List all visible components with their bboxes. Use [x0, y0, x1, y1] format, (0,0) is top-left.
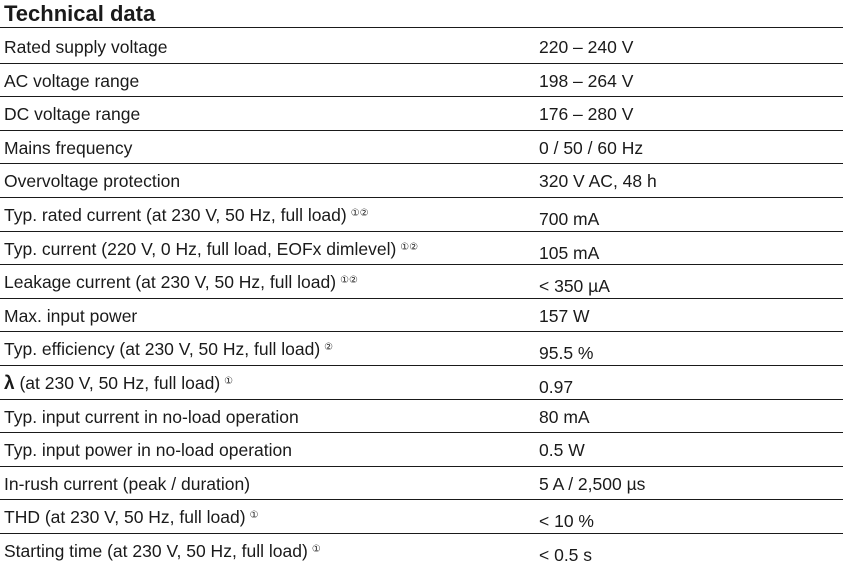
row-label: Starting time (at 230 V, 50 Hz, full loa… [4, 540, 321, 562]
table-row: Typ. input current in no-load operation … [0, 400, 843, 434]
row-label: Typ. efficiency (at 230 V, 50 Hz, full l… [4, 338, 333, 360]
row-label: THD (at 230 V, 50 Hz, full load) ① [4, 506, 259, 528]
row-value: 5 A / 2,500 µs [539, 473, 646, 494]
row-value: 80 mA [539, 406, 590, 427]
table-row: THD (at 230 V, 50 Hz, full load) ① < 10 % [0, 500, 843, 534]
row-value: 157 W [539, 305, 590, 326]
row-label: Typ. input current in no-load operation [4, 406, 299, 428]
table-row: Max. input power 157 W [0, 299, 843, 333]
row-label: Rated supply voltage [4, 36, 167, 58]
row-value: 0.5 W [539, 440, 585, 461]
lambda-symbol: λ [4, 372, 15, 394]
row-label-text: Starting time (at 230 V, 50 Hz, full loa… [4, 540, 308, 561]
row-label-text: THD (at 230 V, 50 Hz, full load) [4, 507, 246, 528]
footnote-marker: ② [324, 342, 334, 354]
row-label-text: Leakage current (at 230 V, 50 Hz, full l… [4, 272, 337, 293]
section-title: Technical data [4, 1, 156, 26]
table-row: Typ. input power in no-load operation 0.… [0, 433, 843, 467]
table-row: In-rush current (peak / duration) 5 A / … [0, 467, 843, 501]
row-value: 320 V AC, 48 h [539, 171, 657, 192]
row-label-text: Typ. efficiency (at 230 V, 50 Hz, full l… [4, 339, 321, 360]
row-label: AC voltage range [4, 70, 139, 92]
table-row: Typ. rated current (at 230 V, 50 Hz, ful… [0, 198, 843, 232]
row-label-text: In-rush current (peak / duration) [4, 473, 251, 494]
footnote-marker: ① [249, 510, 259, 522]
footnote-marker: ①② [350, 207, 369, 219]
row-value: 0.97 [539, 376, 574, 397]
technical-data-table: Rated supply voltage 220 – 240 V AC volt… [0, 30, 843, 568]
row-label-text: Rated supply voltage [4, 37, 168, 57]
row-label-text: Typ. input power in no-load operation [4, 440, 292, 461]
table-row: DC voltage range 176 – 280 V [0, 97, 843, 131]
row-value: < 350 µA [539, 276, 610, 297]
row-value: < 0.5 s [539, 544, 593, 565]
row-value: 198 – 264 V [539, 70, 634, 91]
row-label-text: Typ. input current in no-load operation [4, 406, 299, 427]
row-label: Mains frequency [4, 137, 132, 159]
table-row: Mains frequency 0 / 50 / 60 Hz [0, 131, 843, 165]
row-label-text: (at 230 V, 50 Hz, full load) [14, 372, 221, 393]
row-label-text: Typ. current (220 V, 0 Hz, full load, EO… [4, 238, 397, 259]
row-label: Typ. rated current (at 230 V, 50 Hz, ful… [4, 204, 369, 226]
table-row: Starting time (at 230 V, 50 Hz, full loa… [0, 534, 843, 568]
footnote-marker: ① [224, 375, 234, 387]
table-row: Overvoltage protection 320 V AC, 48 h [0, 164, 843, 198]
table-row: Typ. efficiency (at 230 V, 50 Hz, full l… [0, 332, 843, 366]
table-row: λ (at 230 V, 50 Hz, full load) ① 0.97 [0, 366, 843, 400]
title-divider [0, 27, 843, 28]
row-value: 105 mA [539, 242, 600, 263]
row-label: In-rush current (peak / duration) [4, 473, 250, 495]
row-value: 95.5 % [539, 343, 594, 364]
row-label: Typ. current (220 V, 0 Hz, full load, EO… [4, 238, 418, 260]
row-label-text: Mains frequency [4, 137, 133, 158]
row-label: Leakage current (at 230 V, 50 Hz, full l… [4, 271, 358, 293]
row-label: Typ. input power in no-load operation [4, 439, 292, 461]
row-label-text: Max. input power [4, 305, 138, 326]
row-label-text: DC voltage range [4, 104, 141, 125]
table-row: Leakage current (at 230 V, 50 Hz, full l… [0, 265, 843, 299]
row-value: 220 – 240 V [539, 37, 634, 57]
row-label: DC voltage range [4, 103, 140, 125]
row-value: 176 – 280 V [539, 104, 634, 125]
footnote-marker: ① [311, 543, 321, 555]
row-label-text: Typ. rated current (at 230 V, 50 Hz, ful… [4, 204, 347, 225]
table-row: AC voltage range 198 – 264 V [0, 64, 843, 98]
row-label: Overvoltage protection [4, 170, 180, 192]
row-value: < 10 % [539, 511, 594, 532]
row-label-text: AC voltage range [4, 70, 140, 91]
row-label: Max. input power [4, 305, 137, 327]
row-value: 0 / 50 / 60 Hz [539, 137, 644, 158]
table-row: Typ. current (220 V, 0 Hz, full load, EO… [0, 232, 843, 266]
row-label: λ (at 230 V, 50 Hz, full load) ① [4, 372, 233, 395]
row-value: 700 mA [539, 208, 600, 229]
footnote-marker: ①② [400, 241, 419, 253]
footnote-marker: ①② [340, 275, 358, 287]
row-label-text: Overvoltage protection [4, 171, 181, 192]
table-row: Rated supply voltage 220 – 240 V [0, 30, 843, 64]
